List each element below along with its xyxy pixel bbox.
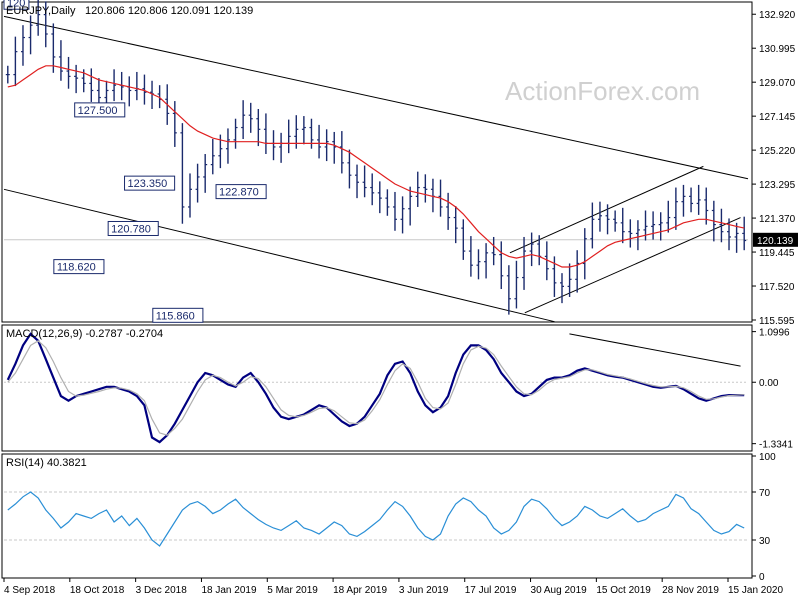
macd-panel <box>1 324 753 452</box>
watermark: ActionForex.com <box>505 76 700 106</box>
annotation-label: 118.620 <box>57 262 96 274</box>
moving-average-line <box>7 65 745 268</box>
x-axis-label: 15 Oct 2019 <box>596 585 651 596</box>
macd-axis-tick-label: -1.3341 <box>759 440 793 451</box>
annotation-label: 120 <box>7 0 25 9</box>
annotation-label: 122.870 <box>219 187 259 199</box>
rsi-layer <box>4 491 748 547</box>
annotation-box <box>215 184 267 200</box>
x-axis-label: 18 Jan 2019 <box>201 585 256 596</box>
current-price-badge <box>753 232 798 247</box>
price-layer: 120 127.500 118.620 123.350 120.780 115.860 12… <box>3 0 749 323</box>
symbol-label: EURJPY,Daily <box>6 5 76 17</box>
x-axis-label: 18 Oct 2018 <box>70 585 125 596</box>
price-axis-tick-label: 129.070 <box>759 78 796 89</box>
macd-title: MACD(12,26,9) -0.2787 -0.2704 <box>6 328 163 340</box>
price-axis-tick-label: 121.370 <box>759 214 796 225</box>
macd-layer <box>4 332 748 444</box>
macd-axis-tick-label: 1.0996 <box>759 328 790 339</box>
price-axis-tick-label: 125.220 <box>759 146 796 157</box>
x-axis-label: 15 Jan 2020 <box>728 585 783 596</box>
annotation-label: 120.780 <box>111 223 151 235</box>
annotation-box <box>53 259 105 275</box>
x-axis-label: 28 Nov 2019 <box>662 585 719 596</box>
rsi-axis-tick-label: 70 <box>759 488 771 499</box>
annotation-box <box>107 220 159 236</box>
annotation-box <box>74 102 126 118</box>
x-axis-label: 3 Jun 2019 <box>399 585 449 596</box>
price-trendline <box>509 165 704 254</box>
rsi-line <box>7 491 745 547</box>
ohlc-label: 120.806 120.806 120.091 120.139 <box>85 5 253 17</box>
price-axis-tick-label: 115.595 <box>759 316 795 327</box>
annotation-box <box>124 175 176 191</box>
annotation-box <box>3 0 30 10</box>
annotation-label: 123.350 <box>128 178 168 190</box>
macd-axis-tick-label: 0.00 <box>759 378 779 389</box>
x-axis-label: 30 Aug 2019 <box>531 585 588 596</box>
price-panel <box>1 1 753 323</box>
rsi-axis-tick-label: 30 <box>759 536 771 547</box>
signal-line <box>7 340 745 436</box>
x-axis-label: 18 Apr 2019 <box>333 585 387 596</box>
axis-layer: 132.920 130.995 129.070 127.145 125.220 123.2… <box>3 10 798 596</box>
price-axis-tick-label: 127.145 <box>759 112 796 123</box>
price-trendline <box>3 188 555 323</box>
x-axis-label: 4 Sep 2018 <box>4 585 56 596</box>
macd-trendline <box>569 333 741 367</box>
x-axis-label: 17 Jul 2019 <box>465 585 517 596</box>
annotation-label: 115.860 <box>156 310 195 322</box>
price-trendline <box>3 15 749 180</box>
current-price-label: 120.139 <box>757 236 794 247</box>
rsi-axis-tick-label: 100 <box>759 452 776 463</box>
price-axis-tick-label: 132.920 <box>759 10 796 21</box>
price-trendline <box>524 217 741 314</box>
annotation-label: 127.500 <box>78 105 118 117</box>
price-axis-tick-label: 123.295 <box>759 180 796 191</box>
price-axis-tick-label: 119.445 <box>759 248 795 259</box>
x-axis-label: 5 Mar 2019 <box>267 585 318 596</box>
rsi-panel <box>1 453 753 579</box>
x-axis-label: 3 Dec 2018 <box>136 585 188 596</box>
price-axis-tick-label: 130.995 <box>759 44 796 55</box>
annotation-box <box>152 307 204 323</box>
rsi-title: RSI(14) 40.3821 <box>6 457 87 469</box>
rsi-axis-tick-label: 0 <box>759 572 765 583</box>
price-axis-tick-label: 117.520 <box>759 282 795 293</box>
